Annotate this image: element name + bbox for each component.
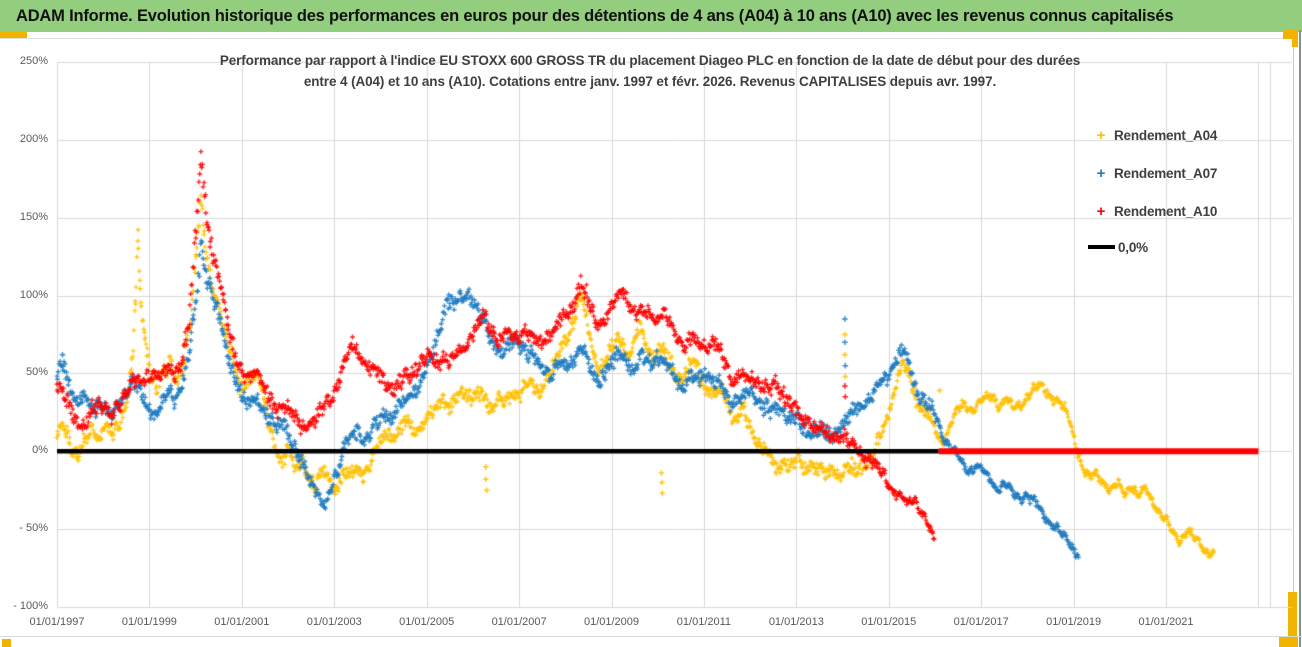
report-header: ADAM Informe. Evolution historique des p…	[0, 0, 1302, 32]
legend-label: 0,0%	[1118, 239, 1148, 255]
y-axis-label: 50%	[25, 366, 48, 379]
x-axis-label: 01/01/2001	[214, 616, 270, 628]
x-axis-label: 01/01/2005	[399, 616, 455, 628]
x-axis-label: 01/01/2003	[306, 616, 362, 628]
x-axis-label: 01/01/2009	[583, 616, 640, 628]
x-axis-label: 01/01/1997	[29, 616, 85, 628]
x-axis-label: 01/01/1999	[121, 616, 177, 628]
y-axis-label: - 50%	[19, 522, 48, 535]
y-axis-label: 250%	[19, 55, 48, 67]
x-axis-label: 01/01/2011	[676, 616, 732, 628]
x-axis-label: 01/01/2019	[1046, 616, 1102, 628]
y-axis-label: 100%	[19, 288, 48, 301]
legend-label: Rendement_A07	[1114, 165, 1218, 181]
chart-legend: + Rendement_A04 + Rendement_A07 + Rendem…	[1088, 116, 1278, 264]
y-axis-label: - 100%	[13, 600, 48, 612]
legend-label: Rendement_A10	[1114, 203, 1218, 219]
chart-title-line2: entre 4 (A04) et 10 ans (A10). Cotations…	[303, 74, 997, 89]
plus-marker-a10-icon: +	[1096, 202, 1106, 220]
chart-title: Performance par rapport à l'indice EU ST…	[60, 50, 1240, 92]
chart-canvas	[0, 32, 1302, 647]
x-axis-label: 01/01/2017	[953, 616, 1009, 628]
legend-item-rendement-a04: + Rendement_A04	[1088, 116, 1278, 154]
y-axis-label: 200%	[19, 132, 48, 145]
x-axis-label: 01/01/2013	[768, 616, 824, 628]
legend-item-rendement-a10: + Rendement_A10	[1088, 192, 1278, 230]
legend-label: Rendement_A04	[1114, 127, 1218, 143]
x-axis-label: 01/01/2021	[1138, 616, 1194, 628]
y-axis-label: 150%	[19, 210, 48, 223]
legend-item-zero-line: 0,0%	[1088, 230, 1278, 264]
report-title: ADAM Informe. Evolution historique des p…	[16, 6, 1174, 25]
y-axis-label: 0%	[32, 444, 48, 457]
x-axis-label: 01/01/2015	[861, 616, 917, 628]
black-line-swatch-icon	[1088, 245, 1115, 249]
legend-item-rendement-a07: + Rendement_A07	[1088, 154, 1278, 192]
x-axis-label: 01/01/2007	[491, 616, 547, 628]
chart-title-line1: Performance par rapport à l'indice EU ST…	[219, 53, 1081, 68]
plus-marker-a04-icon: +	[1096, 126, 1106, 144]
plus-marker-a07-icon: +	[1096, 164, 1106, 182]
